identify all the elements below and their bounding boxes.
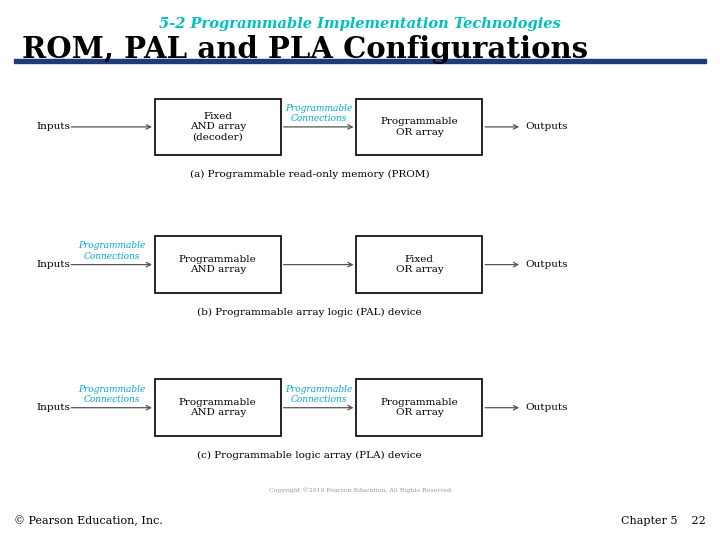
Text: Programmable
Connections: Programmable Connections bbox=[78, 241, 145, 261]
Text: Inputs: Inputs bbox=[36, 403, 70, 412]
Text: ROM, PAL and PLA Configurations: ROM, PAL and PLA Configurations bbox=[22, 35, 588, 64]
Text: (c) Programmable logic array (PLA) device: (c) Programmable logic array (PLA) devic… bbox=[197, 451, 422, 460]
Text: Inputs: Inputs bbox=[36, 123, 70, 131]
Text: Programmable
OR array: Programmable OR array bbox=[381, 398, 458, 417]
Bar bbox=[356, 237, 482, 293]
Text: © Pearson Education, Inc.: © Pearson Education, Inc. bbox=[14, 516, 163, 526]
Text: Programmable
Connections: Programmable Connections bbox=[285, 104, 352, 123]
Text: Copyright ©2016 Pearson Education, All Rights Reserved: Copyright ©2016 Pearson Education, All R… bbox=[269, 487, 451, 492]
Bar bbox=[155, 379, 281, 436]
Text: 5-2 Programmable Implementation Technologies: 5-2 Programmable Implementation Technolo… bbox=[159, 17, 561, 31]
Bar bbox=[356, 379, 482, 436]
Text: Outputs: Outputs bbox=[526, 260, 568, 269]
Text: Chapter 5    22: Chapter 5 22 bbox=[621, 516, 706, 526]
Text: Fixed
AND array
(decoder): Fixed AND array (decoder) bbox=[189, 112, 246, 142]
Text: Programmable
Connections: Programmable Connections bbox=[285, 384, 352, 404]
Text: Inputs: Inputs bbox=[36, 260, 70, 269]
Text: Outputs: Outputs bbox=[526, 123, 568, 131]
Bar bbox=[356, 98, 482, 156]
Text: Programmable
AND array: Programmable AND array bbox=[179, 398, 256, 417]
Bar bbox=[155, 237, 281, 293]
Bar bbox=[155, 98, 281, 156]
Text: (a) Programmable read-only memory (PROM): (a) Programmable read-only memory (PROM) bbox=[190, 171, 429, 179]
Text: (b) Programmable array logic (PAL) device: (b) Programmable array logic (PAL) devic… bbox=[197, 308, 422, 317]
Text: Fixed
OR array: Fixed OR array bbox=[395, 255, 444, 274]
Bar bbox=[14, 59, 706, 63]
Text: Programmable
Connections: Programmable Connections bbox=[78, 384, 145, 404]
Text: Outputs: Outputs bbox=[526, 403, 568, 412]
Text: Programmable
AND array: Programmable AND array bbox=[179, 255, 256, 274]
Text: Programmable
OR array: Programmable OR array bbox=[381, 117, 458, 137]
